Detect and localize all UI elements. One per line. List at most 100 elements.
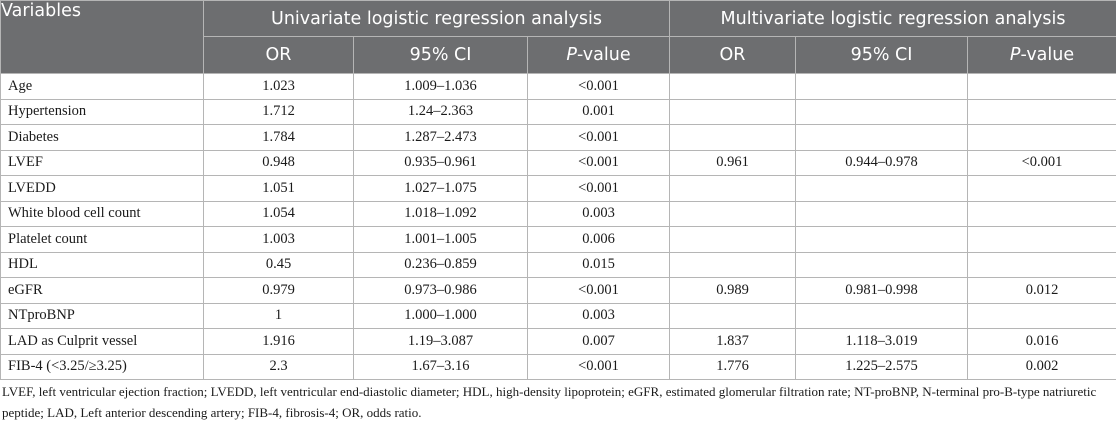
multivariate-or-cell (669, 302, 796, 329)
multivariate-or-cell (669, 175, 796, 202)
univariate-p-cell: 0.015 (527, 251, 670, 278)
multivariate-ci-cell (795, 200, 968, 227)
multivariate-ci-cell (795, 251, 968, 278)
univariate-ci-cell: 1.000–1.000 (353, 302, 528, 329)
multivariate-or-cell (669, 73, 796, 100)
multivariate-p-cell: <0.001 (966, 149, 1116, 176)
variable-cell: Diabetes (0, 124, 204, 151)
multivariate-or-cell: 0.989 (669, 277, 796, 304)
univariate-ci-cell: 1.001–1.005 (353, 226, 528, 253)
univariate-ci-cell: 1.018–1.092 (353, 200, 528, 227)
variable-cell: eGFR (0, 277, 204, 304)
univariate-or-cell: 1.003 (203, 226, 354, 253)
multivariate-p-cell (966, 98, 1116, 125)
univariate-ci-cell: 0.935–0.961 (353, 149, 528, 176)
multivariate-ci-cell: 0.944–0.978 (795, 149, 968, 176)
univariate-or-cell: 1 (203, 302, 354, 329)
multivariate-or-cell: 1.837 (669, 328, 796, 355)
variable-cell: Age (0, 73, 204, 100)
variable-cell: LVEDD (0, 175, 204, 202)
multivariate-ci-cell: 1.118–3.019 (795, 328, 968, 355)
variable-cell: HDL (0, 251, 204, 278)
multivariate-p-cell (966, 200, 1116, 227)
header-univariate-ci: 95% CI (353, 36, 528, 74)
univariate-p-cell: <0.001 (527, 277, 670, 304)
multivariate-ci-cell: 1.225–2.575 (795, 353, 968, 380)
univariate-p-cell: <0.001 (527, 124, 670, 151)
multivariate-or-cell: 0.961 (669, 149, 796, 176)
header-variables: Variables (0, 0, 204, 74)
univariate-or-cell: 1.784 (203, 124, 354, 151)
univariate-or-cell: 2.3 (203, 353, 354, 380)
multivariate-p-cell (966, 226, 1116, 253)
multivariate-ci-cell (795, 175, 968, 202)
variable-cell: NTproBNP (0, 302, 204, 329)
univariate-p-cell: <0.001 (527, 175, 670, 202)
univariate-ci-cell: 0.973–0.986 (353, 277, 528, 304)
univariate-or-cell: 1.712 (203, 98, 354, 125)
table-row: Diabetes 1.784 1.287–2.473 <0.001 (0, 124, 1116, 151)
table-row: Platelet count 1.003 1.001–1.005 0.006 (0, 226, 1116, 253)
regression-table: Variables Univariate logistic regression… (0, 0, 1116, 380)
table-row: HDL 0.45 0.236–0.859 0.015 (0, 251, 1116, 278)
multivariate-ci-cell: 0.981–0.998 (795, 277, 968, 304)
univariate-p-cell: 0.003 (527, 302, 670, 329)
univariate-p-cell: 0.001 (527, 98, 670, 125)
header-p-suffix: -value (576, 45, 631, 65)
header-univariate-or: OR (203, 36, 354, 74)
table-row: LAD as Culprit vessel 1.916 1.19–3.087 0.00… (0, 328, 1116, 355)
multivariate-or-cell (669, 251, 796, 278)
table-row: FIB-4 (<3.25/≥3.25) 2.3 1.67–3.16 <0.001 1.7… (0, 353, 1116, 380)
univariate-ci-cell: 1.24–2.363 (353, 98, 528, 125)
header-multivariate-or: OR (669, 36, 796, 74)
univariate-p-cell: <0.001 (527, 73, 670, 100)
univariate-p-cell: <0.001 (527, 149, 670, 176)
multivariate-ci-cell (795, 226, 968, 253)
univariate-or-cell: 1.916 (203, 328, 354, 355)
univariate-p-cell: 0.007 (527, 328, 670, 355)
header-multivariate-group: Multivariate logistic regression analysi… (668, 0, 1116, 37)
multivariate-p-cell (966, 124, 1116, 151)
univariate-ci-cell: 1.027–1.075 (353, 175, 528, 202)
multivariate-or-cell (669, 124, 796, 151)
multivariate-p-cell (966, 73, 1116, 100)
table-row: Age 1.023 1.009–1.036 <0.001 (0, 73, 1116, 100)
header-univariate-p: P-value (527, 36, 670, 74)
univariate-or-cell: 0.979 (203, 277, 354, 304)
univariate-p-cell: 0.003 (527, 200, 670, 227)
multivariate-ci-cell (795, 98, 968, 125)
univariate-or-cell: 0.948 (203, 149, 354, 176)
table-row: NTproBNP 1 1.000–1.000 0.003 (0, 302, 1116, 329)
table-header: Variables Univariate logistic regression… (0, 0, 1116, 74)
univariate-or-cell: 1.054 (203, 200, 354, 227)
table-row: LVEDD 1.051 1.027–1.075 <0.001 (0, 175, 1116, 202)
table-row: LVEF 0.948 0.935–0.961 <0.001 0.961 0.944–0.9… (0, 149, 1116, 176)
univariate-ci-cell: 1.009–1.036 (353, 73, 528, 100)
multivariate-ci-cell (795, 302, 968, 329)
table-footnote: LVEF, left ventricular ejection fraction… (2, 384, 1097, 420)
table-row: Hypertension 1.712 1.24–2.363 0.001 (0, 98, 1116, 125)
header-p-italic: P (1009, 45, 1021, 65)
header-multivariate-ci: 95% CI (795, 36, 968, 74)
multivariate-ci-cell (795, 124, 968, 151)
variable-cell: LAD as Culprit vessel (0, 328, 204, 355)
univariate-or-cell: 0.45 (203, 251, 354, 278)
multivariate-ci-cell (795, 73, 968, 100)
univariate-p-cell: <0.001 (527, 353, 670, 380)
multivariate-or-cell (669, 200, 796, 227)
table-row: eGFR 0.979 0.973–0.986 <0.001 0.989 0.981–0.9… (0, 277, 1116, 304)
multivariate-p-cell (966, 302, 1116, 329)
variable-cell: Hypertension (0, 98, 204, 125)
multivariate-p-cell: 0.012 (966, 277, 1116, 304)
univariate-ci-cell: 1.67–3.16 (353, 353, 528, 380)
multivariate-p-cell (966, 175, 1116, 202)
multivariate-p-cell: 0.016 (966, 328, 1116, 355)
multivariate-or-cell: 1.776 (669, 353, 796, 380)
variable-cell: LVEF (0, 149, 204, 176)
header-univariate-group: Univariate logistic regression analysis (203, 0, 670, 37)
variable-cell: Platelet count (0, 226, 204, 253)
header-multivariate-p: P-value (966, 36, 1116, 74)
variable-cell: FIB-4 (<3.25/≥3.25) (0, 353, 204, 380)
univariate-or-cell: 1.023 (203, 73, 354, 100)
multivariate-or-cell (669, 98, 796, 125)
